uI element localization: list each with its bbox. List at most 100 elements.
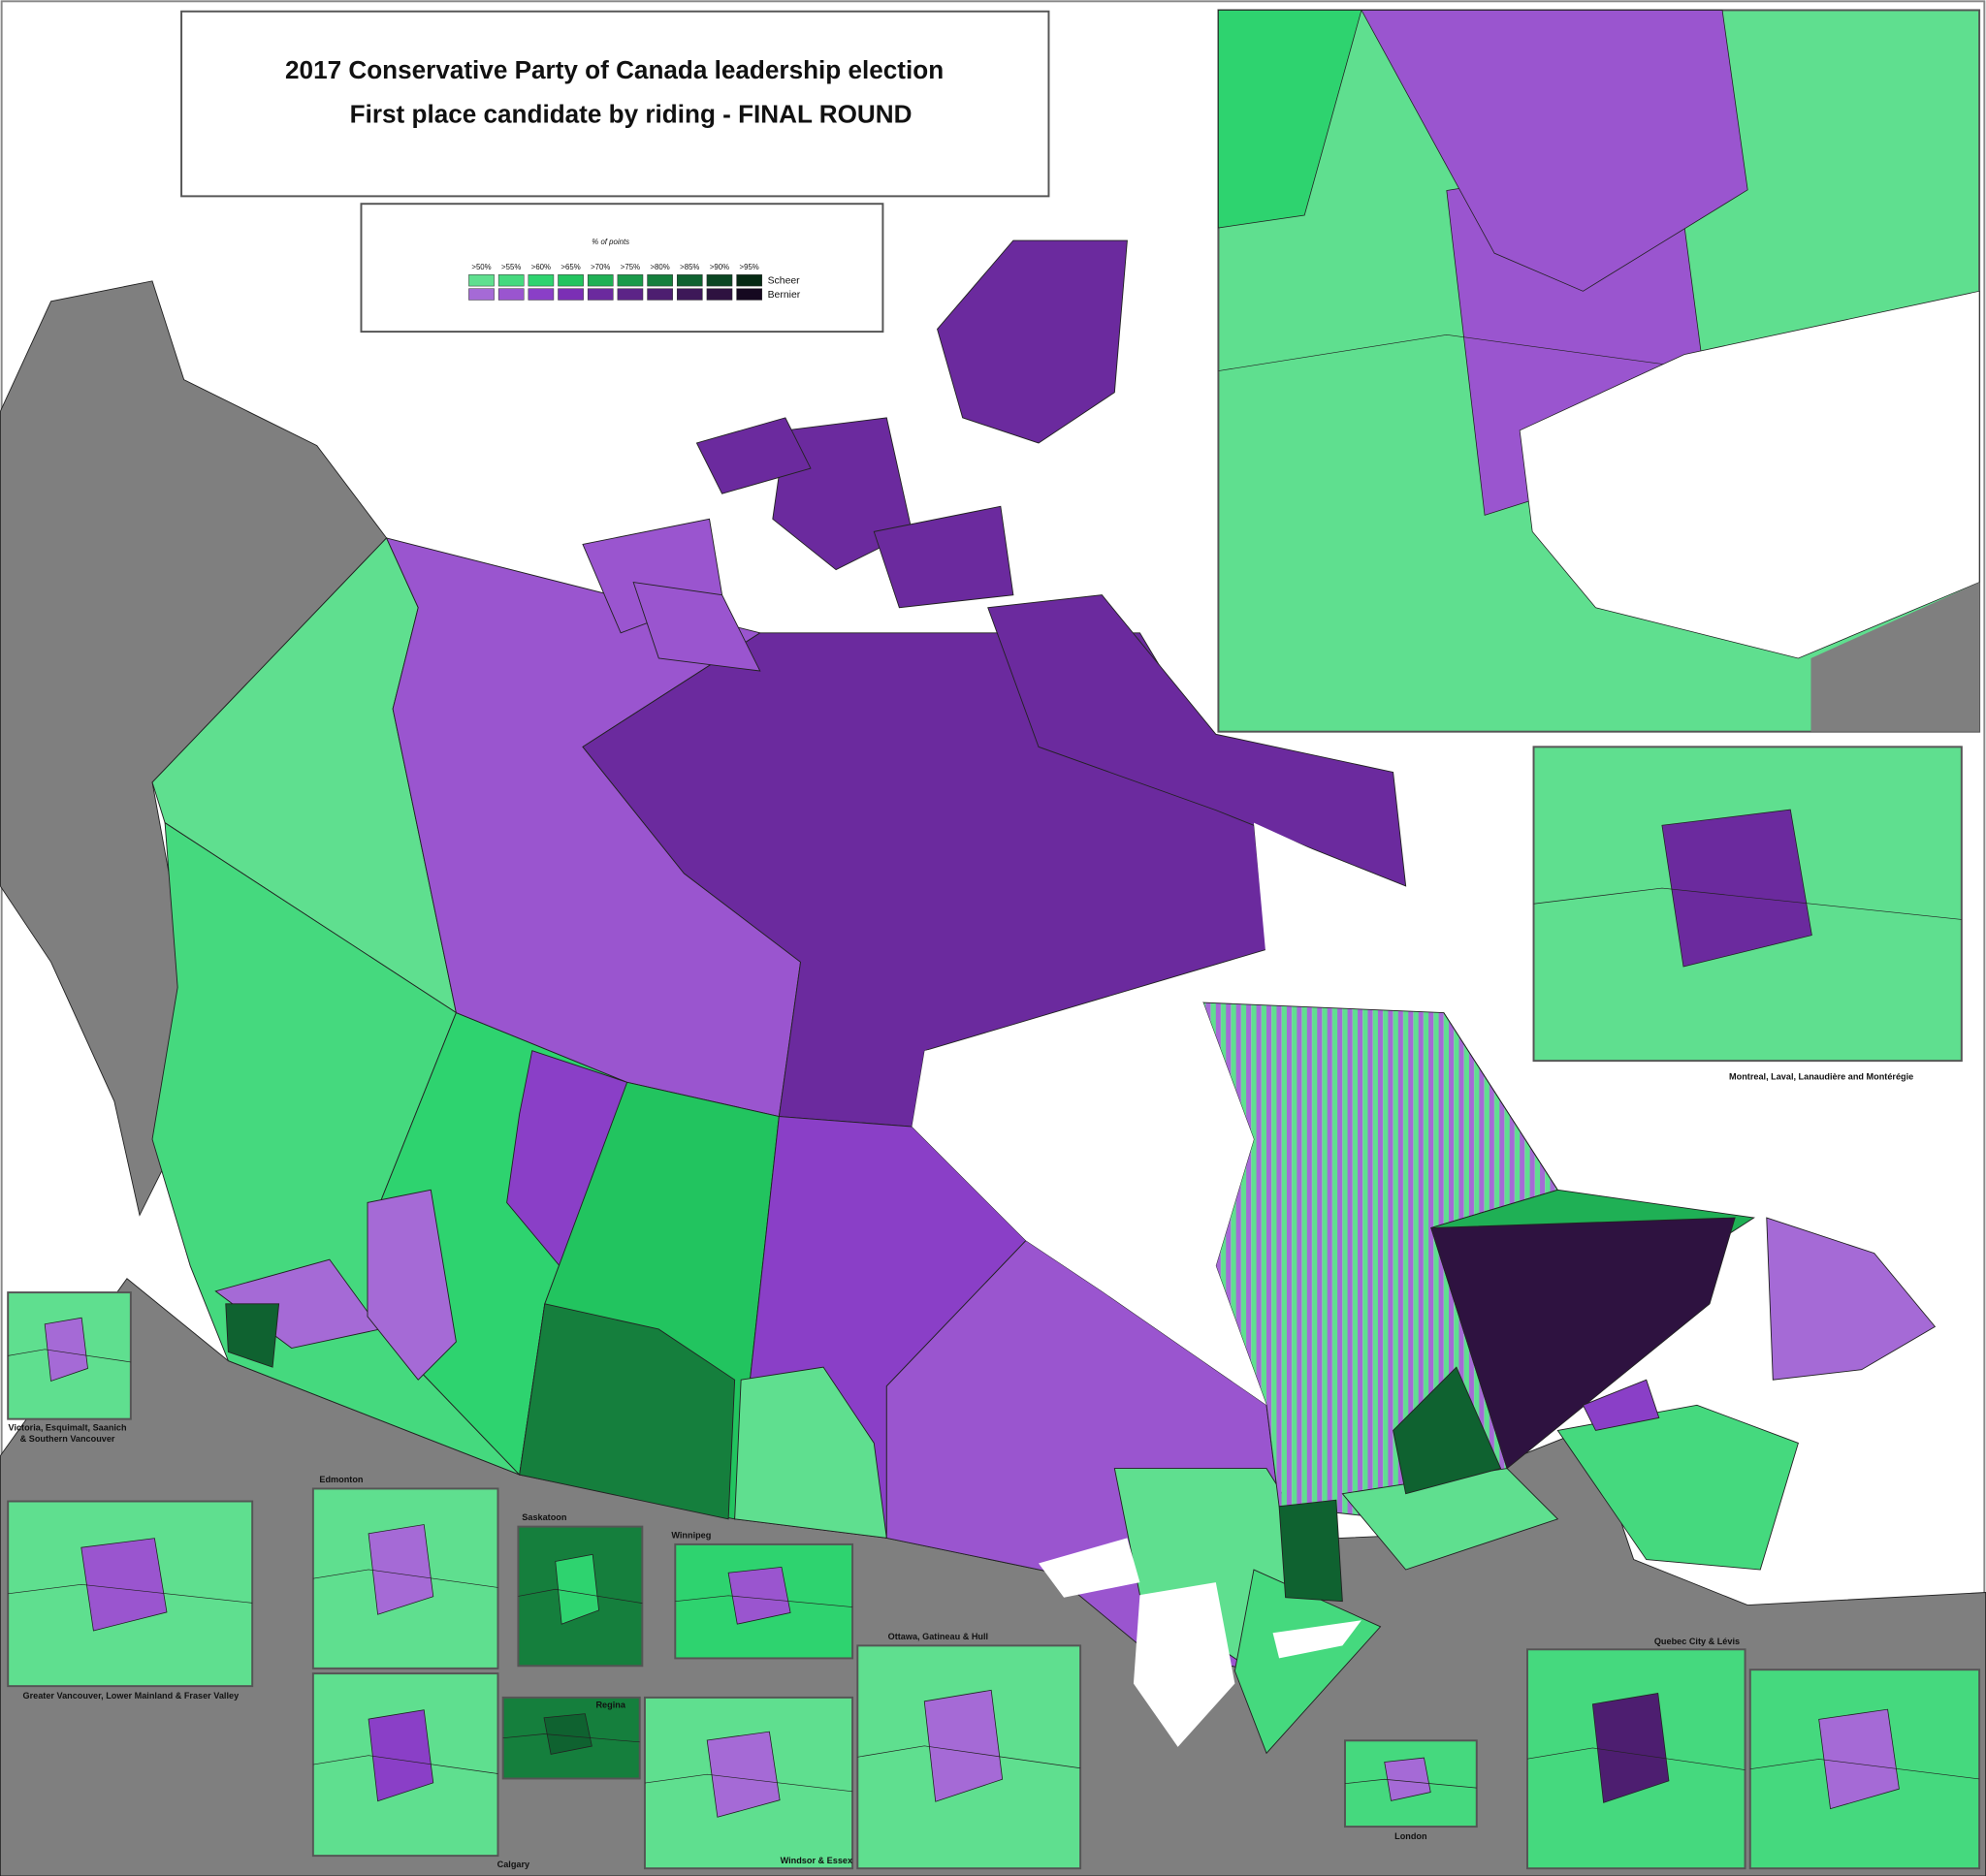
- legend-swatch: [587, 274, 614, 287]
- legend-threshold: >50%: [471, 263, 491, 271]
- legend-heading: % of points: [592, 238, 629, 246]
- legend-swatch: [676, 288, 703, 301]
- inset-label: Edmonton: [319, 1475, 364, 1484]
- legend-swatch: [497, 288, 525, 301]
- legend-swatch: [528, 274, 555, 287]
- inset-label: London: [1394, 1831, 1427, 1841]
- inset-border: [312, 1755, 498, 1774]
- legend-swatch: [647, 274, 673, 287]
- legend-swatch: [736, 288, 762, 301]
- inset-label: Greater Vancouver, Lower Mainland & Fras…: [23, 1691, 240, 1701]
- legend-name: Bernier: [768, 290, 801, 301]
- legend-swatch: [676, 274, 703, 287]
- legend-threshold: >55%: [501, 263, 521, 271]
- inset-border: [644, 1773, 853, 1793]
- inset-border: [1344, 1778, 1477, 1789]
- inset-region: [1384, 1757, 1431, 1801]
- quebec-east: [1430, 1217, 1736, 1470]
- arctic-5: [987, 594, 1407, 887]
- legend-box: [360, 203, 884, 334]
- maritimes: [1556, 1404, 1799, 1571]
- hudson-bay: [912, 1002, 1267, 1406]
- legend-swatch: [587, 288, 614, 301]
- manitoba-south: [734, 1366, 887, 1539]
- arctic-4: [632, 582, 761, 672]
- quebec-south: [1278, 1499, 1343, 1603]
- inset-border: [502, 1733, 640, 1743]
- inset-label: Winnipeg: [671, 1530, 711, 1540]
- gaspe: [1582, 1379, 1660, 1431]
- inset-region: [1818, 1708, 1900, 1810]
- legend-threshold: >65%: [561, 263, 580, 271]
- inset-region: [368, 1524, 434, 1615]
- legend-swatch: [528, 288, 555, 301]
- legend-threshold: >90%: [710, 263, 729, 271]
- inset-border: [675, 1595, 853, 1607]
- inset-label: Montreal, Laval, Lanaudière and Montérég…: [1729, 1072, 1913, 1082]
- inset-label: Quebec City & Lévis: [1654, 1637, 1740, 1646]
- inset-label: & Southern Vancouver: [20, 1434, 115, 1444]
- inset-region: [1218, 10, 1362, 229]
- legend-swatch: [736, 274, 762, 287]
- inset-label: Calgary: [497, 1860, 530, 1869]
- arctic-1: [937, 239, 1128, 444]
- legend-swatch: [706, 274, 733, 287]
- inset-region: [44, 1317, 88, 1383]
- inset-border: [8, 1583, 253, 1604]
- legend-name: Scheer: [768, 275, 801, 286]
- legend-swatch: [468, 288, 495, 301]
- legend-swatch: [617, 288, 644, 301]
- hudson-strait: [1253, 822, 1406, 1001]
- legend-swatch: [468, 274, 495, 287]
- inset-region: [543, 1713, 593, 1755]
- title: 2017 Conservative Party of Canada leader…: [285, 55, 944, 84]
- inset-label: Regina: [595, 1700, 625, 1709]
- alberta-east: [506, 1050, 628, 1280]
- inset-label: Victoria, Esquimalt, Saanich: [9, 1422, 127, 1432]
- inset-label: Saskatoon: [522, 1512, 567, 1522]
- title-box: [180, 10, 1050, 198]
- inset-border: [1533, 887, 1962, 920]
- lake: [1519, 290, 1980, 659]
- inset-region: [1591, 1693, 1670, 1803]
- arctic-6: [695, 417, 812, 494]
- legend-swatch: [558, 288, 584, 301]
- inset-label: Windsor & Essex: [781, 1856, 853, 1865]
- inset-region: [706, 1731, 781, 1818]
- lake-huron: [1133, 1582, 1235, 1747]
- legend-threshold: >75%: [621, 263, 640, 271]
- quebec-north-shore: [1393, 1366, 1502, 1495]
- inset-border: [8, 1349, 131, 1363]
- us-land: [1810, 582, 1980, 732]
- inset-region: [727, 1566, 791, 1625]
- inset-region: [923, 1689, 1004, 1802]
- legend-threshold: >60%: [531, 263, 551, 271]
- inset-region: [1361, 10, 1748, 292]
- inset-region: [80, 1538, 168, 1632]
- legend-swatch: [647, 288, 673, 301]
- subtitle: First place candidate by riding - FINAL …: [350, 100, 913, 129]
- alberta-south: [367, 1189, 457, 1381]
- insets: The Golden HorseshoeMontreal, Laval, Lan…: [7, 9, 1986, 1870]
- lake-superior: [1039, 1538, 1140, 1598]
- inset-border: [857, 1745, 1081, 1769]
- legend-swatch: [617, 274, 644, 287]
- legend-threshold: >95%: [740, 263, 759, 271]
- legend-swatch: [706, 288, 733, 301]
- ontario-golden: [1233, 1569, 1382, 1755]
- inset-border: [518, 1588, 643, 1604]
- inset-border: [1526, 1747, 1746, 1770]
- inset-region: [1661, 809, 1812, 968]
- legend-swatch: [558, 274, 584, 287]
- inset-region: [555, 1553, 599, 1625]
- saskatchewan-south: [519, 1303, 736, 1520]
- legend: >50% >55% >60% >65% >70% >75% >80% >85% >90% >95%…: [468, 263, 801, 301]
- bc-south-2: [225, 1303, 280, 1368]
- inset-region: [368, 1709, 434, 1802]
- inset-border: [1749, 1759, 1980, 1780]
- legend-threshold: >70%: [591, 263, 610, 271]
- legend-threshold: >85%: [680, 263, 699, 271]
- legend-threshold: >80%: [650, 263, 669, 271]
